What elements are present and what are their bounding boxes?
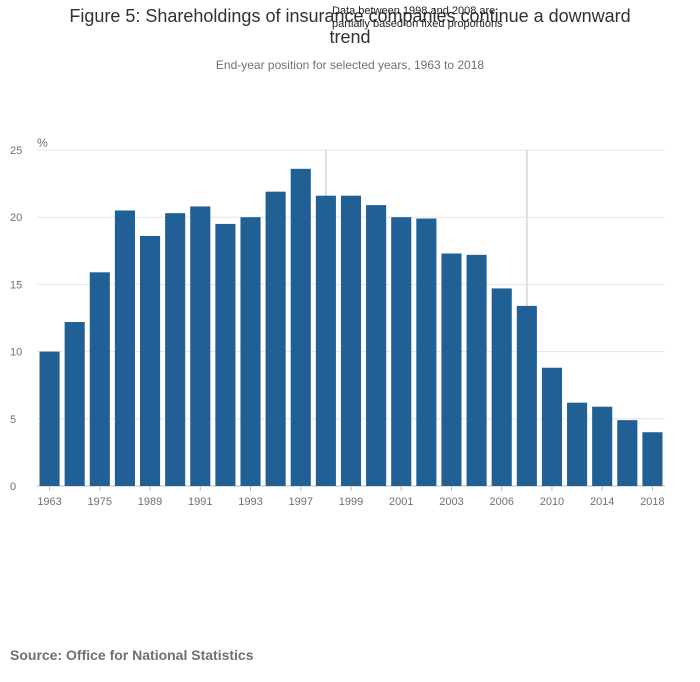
bar-2008[interactable]	[516, 305, 537, 486]
x-tick-label: 1997	[289, 496, 313, 508]
chart-title: Figure 5: Shareholdings of insurance com…	[0, 6, 700, 48]
x-tick-label: 1993	[238, 496, 262, 508]
y-tick-label: 5	[10, 414, 16, 426]
x-tick-label: 1991	[188, 496, 212, 508]
x-tick-label: 1963	[37, 496, 61, 508]
y-tick-label: 25	[10, 145, 22, 157]
bar-2001[interactable]	[391, 217, 412, 486]
x-tick-label: 1989	[138, 496, 162, 508]
y-axis: 0 5 10 15 20 25	[10, 145, 22, 493]
annotation-line-1: Data between 1998 and 2008 are	[332, 5, 496, 17]
bar-1994[interactable]	[265, 191, 286, 486]
bar-1998[interactable]	[315, 195, 336, 487]
bar-1999[interactable]	[340, 195, 362, 487]
bar-1991[interactable]	[190, 206, 211, 486]
bar-2012[interactable]	[567, 402, 588, 486]
bar-2016[interactable]	[617, 420, 638, 486]
bars	[39, 168, 663, 487]
bar-2004[interactable]	[466, 254, 487, 486]
bar-2002[interactable]	[416, 218, 437, 486]
annotation-line-2: partially based on fixed proportions	[332, 18, 503, 30]
bar-2018[interactable]	[642, 432, 663, 486]
x-tick-label: 2014	[590, 496, 614, 508]
x-tick-label: 1999	[339, 496, 363, 508]
x-tick-label: 1975	[88, 496, 112, 508]
x-axis: 1963 1975 1989 1991 1993 1997 1999 2001 2003 2006…	[37, 486, 665, 508]
y-tick-label: 15	[10, 279, 22, 291]
bar-1990[interactable]	[165, 213, 186, 486]
x-tick-label: 2010	[540, 496, 564, 508]
bar-1993[interactable]	[240, 217, 261, 486]
x-tick-label: 2018	[640, 496, 664, 508]
chart-annotation: Data between 1998 and 2008 are partially…	[332, 5, 532, 31]
bar-1981[interactable]	[114, 210, 135, 487]
y-tick-label: 10	[10, 347, 22, 359]
x-tick-label: 2003	[439, 496, 463, 508]
chart-title-line-2: trend	[329, 27, 371, 47]
bar-2003[interactable]	[441, 253, 462, 486]
bar-1992[interactable]	[215, 223, 236, 487]
bar-2000[interactable]	[366, 205, 387, 486]
bar-1989[interactable]	[139, 236, 161, 486]
bar-1963[interactable]	[39, 351, 60, 486]
y-tick-label: 20	[10, 212, 22, 224]
y-tick-label: 0	[10, 481, 16, 493]
x-tick-label: 2006	[489, 496, 513, 508]
bar-2006[interactable]	[491, 288, 512, 486]
bar-1997[interactable]	[290, 168, 311, 487]
chart-title-line-1: Figure 5: Shareholdings of insurance com…	[69, 6, 631, 26]
source-note: Source: Office for National Statistics	[10, 647, 254, 663]
bar-1969[interactable]	[64, 322, 85, 486]
y-axis-label: %	[37, 136, 48, 150]
bar-2010[interactable]	[541, 367, 563, 486]
bar-2014[interactable]	[592, 406, 613, 486]
bar-1975[interactable]	[89, 272, 110, 486]
chart-subtitle: End-year position for selected years, 19…	[215, 58, 485, 72]
x-tick-label: 2001	[389, 496, 413, 508]
